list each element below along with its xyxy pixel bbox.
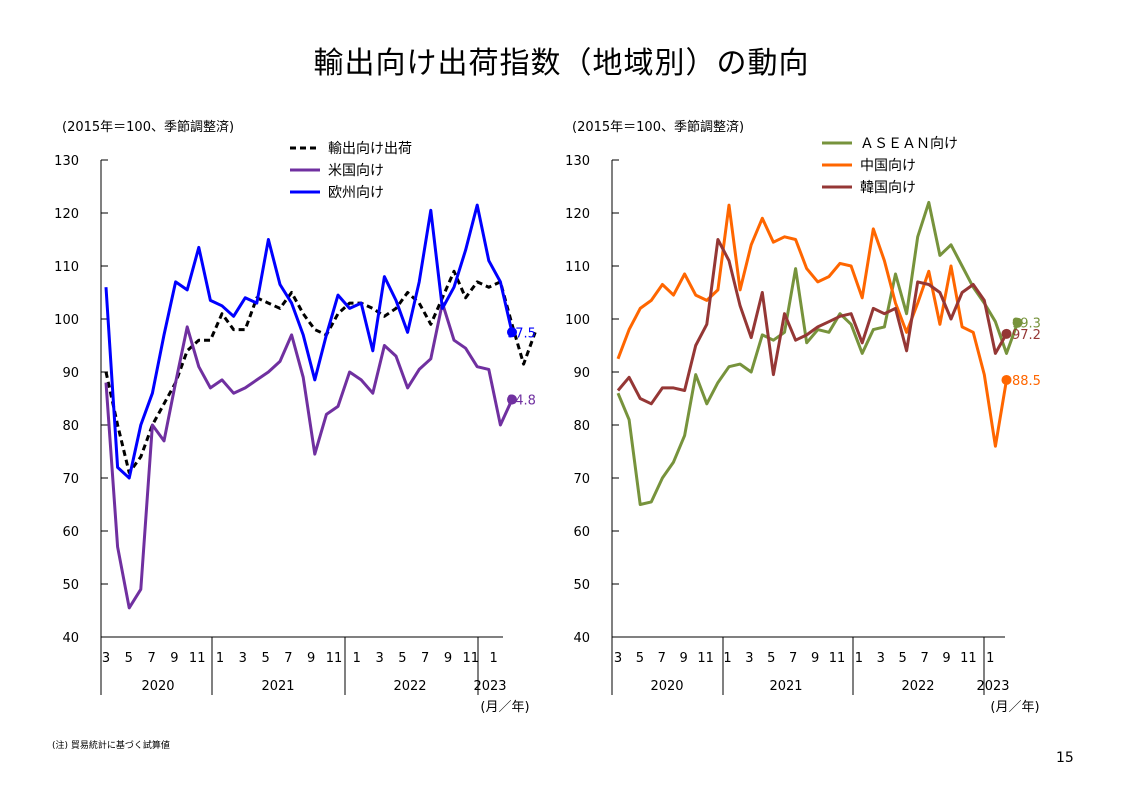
x-tick-label: 1 [353, 651, 361, 666]
x-tick-label: 3 [102, 651, 110, 666]
x-tick-label: 5 [398, 651, 406, 666]
series-line-2 [104, 203, 514, 480]
x-tick-label: 3 [239, 651, 247, 666]
x-tick-label: 11 [960, 651, 977, 666]
x-tick-label: 7 [789, 651, 797, 666]
x-tick-label: 11 [697, 651, 714, 666]
x-tick-label: 7 [920, 651, 928, 666]
x-tick-label: 9 [811, 651, 819, 666]
end-point-marker [1001, 374, 1012, 385]
end-value-label: 97.2 [1012, 328, 1041, 343]
end-point-marker [1001, 328, 1012, 339]
y-tick-label: 130 [54, 154, 79, 169]
x-tick-label: 3 [745, 651, 753, 666]
x-tick-label: 9 [170, 651, 178, 666]
y-tick-label: 40 [62, 631, 79, 646]
y-tick-label: 40 [573, 631, 590, 646]
y-tick-label: 50 [62, 578, 79, 593]
year-label: 2022 [393, 679, 426, 694]
x-tick-label: 9 [307, 651, 315, 666]
y-tick-label: 130 [565, 154, 590, 169]
x-tick-label: 11 [326, 651, 343, 666]
legend-label-0: ＡＳＥＡＮ向け [860, 136, 958, 152]
y-tick-label: 120 [54, 207, 79, 222]
legend-label-1: 中国向け [860, 158, 916, 174]
x-tick-label: 11 [829, 651, 846, 666]
end-value-label: 97.5 [507, 326, 536, 341]
unit-label: (2015年＝100、季節調整済) [572, 119, 744, 135]
y-tick-label: 60 [573, 525, 590, 540]
axis-unit-label: (月／年) [480, 700, 529, 715]
x-tick-label: 7 [284, 651, 292, 666]
x-tick-label: 5 [125, 651, 133, 666]
y-tick-label: 70 [62, 472, 79, 487]
y-tick-label: 70 [573, 472, 590, 487]
year-label: 2022 [901, 679, 934, 694]
x-tick-label: 11 [189, 651, 206, 666]
y-tick-label: 50 [573, 578, 590, 593]
x-tick-label: 9 [680, 651, 688, 666]
x-tick-label: 7 [421, 651, 429, 666]
year-label: 2020 [650, 679, 683, 694]
year-label: 2023 [976, 679, 1009, 694]
x-tick-label: 3 [614, 651, 622, 666]
x-tick-label: 5 [767, 651, 775, 666]
x-tick-label: 7 [658, 651, 666, 666]
end-point-marker [1012, 317, 1023, 328]
series-line-0 [616, 200, 1020, 506]
unit-label: (2015年＝100、季節調整済) [62, 119, 234, 135]
end-point-marker [507, 327, 517, 338]
x-tick-label: 1 [723, 651, 731, 666]
end-value-label: 99.3 [1012, 317, 1041, 332]
y-tick-label: 80 [62, 419, 79, 434]
y-tick-label: 80 [573, 419, 590, 434]
year-label: 2023 [473, 679, 506, 694]
x-tick-label: 3 [375, 651, 383, 666]
x-tick-label: 5 [261, 651, 269, 666]
legend-label-2: 韓国向け [860, 180, 916, 196]
end-value-label: 88.5 [1012, 374, 1041, 389]
y-tick-label: 110 [565, 260, 590, 275]
x-tick-label: 9 [444, 651, 452, 666]
y-tick-label: 110 [54, 260, 79, 275]
end-point-marker [507, 394, 517, 405]
legend-label-2: 欧州向け [328, 185, 384, 201]
year-label: 2021 [769, 679, 802, 694]
series-line-1 [616, 203, 1008, 448]
chart-right: (2015年＝100、季節調整済)40506070809010011012013… [565, 119, 1041, 715]
series-line-2 [616, 238, 1008, 406]
x-tick-label: 1 [489, 651, 497, 666]
x-tick-label: 1 [216, 651, 224, 666]
page-number: 15 [1056, 750, 1074, 766]
page-title: 輸出向け出荷指数（地域別）の動向 [313, 46, 810, 81]
legend-label-0: 輸出向け出荷 [328, 141, 412, 157]
chart-left: (2015年＝100、季節調整済)40506070809010011012013… [54, 119, 537, 715]
y-tick-label: 100 [565, 313, 590, 328]
y-tick-label: 90 [62, 366, 79, 381]
x-tick-label: 1 [986, 651, 994, 666]
x-tick-label: 7 [147, 651, 155, 666]
y-tick-label: 60 [62, 525, 79, 540]
y-tick-label: 100 [54, 313, 79, 328]
series-line-1 [104, 301, 514, 610]
year-label: 2020 [141, 679, 174, 694]
y-tick-label: 120 [565, 207, 590, 222]
axis-unit-label: (月／年) [990, 700, 1039, 715]
x-tick-label: 9 [942, 651, 950, 666]
x-tick-label: 5 [636, 651, 644, 666]
end-value-label: 84.8 [507, 394, 536, 409]
legend-label-1: 米国向け [328, 163, 384, 179]
x-tick-label: 5 [899, 651, 907, 666]
x-tick-label: 1 [855, 651, 863, 666]
year-label: 2021 [261, 679, 294, 694]
x-tick-label: 11 [463, 651, 480, 666]
x-tick-label: 3 [877, 651, 885, 666]
footnote: (注) 貿易統計に基づく試算値 [52, 741, 170, 751]
y-tick-label: 90 [573, 366, 590, 381]
